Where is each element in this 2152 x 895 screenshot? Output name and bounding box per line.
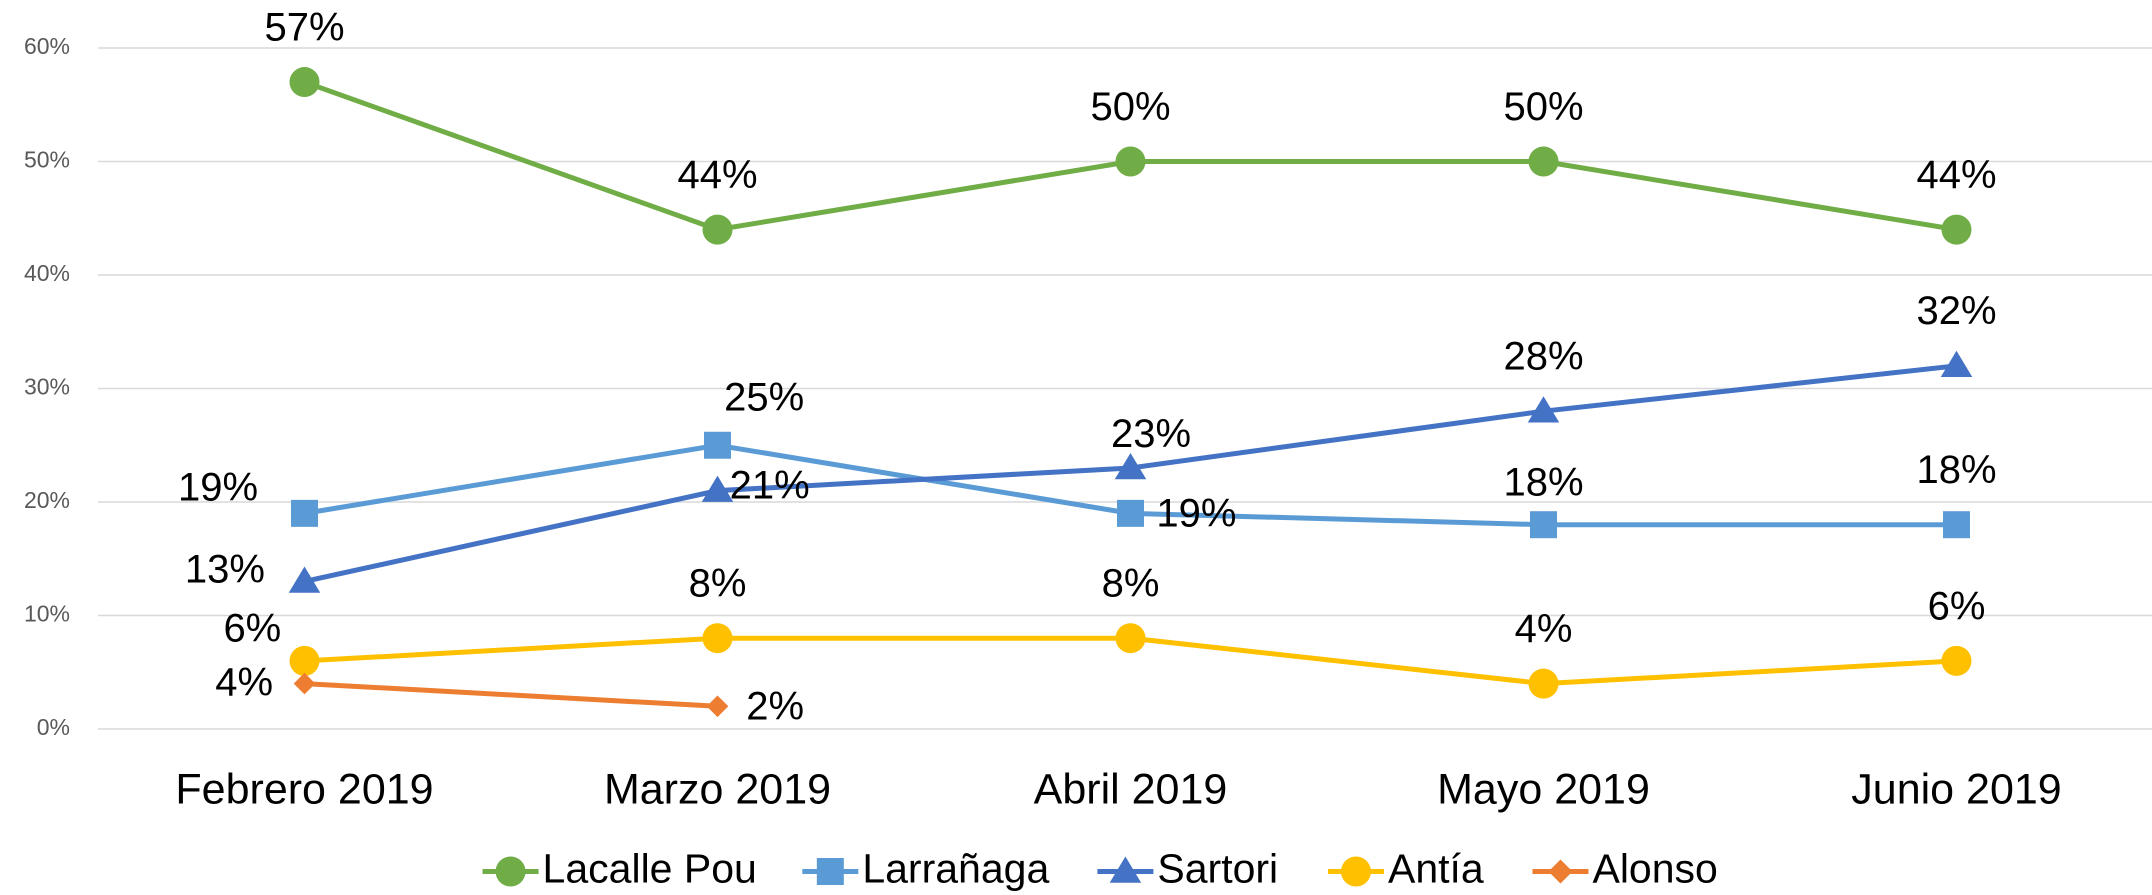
x-tick-label: Junio 2019 [1851, 765, 2061, 813]
y-tick-label: 0% [37, 714, 70, 740]
data-point [1115, 146, 1146, 177]
legend-label: Alonso [1592, 845, 1717, 891]
data-label: 44% [1916, 153, 1996, 197]
y-tick-label: 30% [24, 374, 70, 400]
data-point [1941, 645, 1972, 676]
data-label: 13% [185, 547, 265, 591]
y-tick-label: 60% [24, 33, 70, 59]
data-point [1528, 146, 1559, 177]
data-point [1530, 511, 1557, 539]
y-tick-label: 40% [24, 260, 70, 286]
legend-marker [1340, 856, 1371, 887]
data-label: 25% [724, 376, 804, 420]
x-tick-label: Mayo 2019 [1437, 765, 1650, 813]
data-point [706, 695, 729, 718]
data-point [1527, 396, 1560, 423]
data-point [702, 623, 733, 654]
y-tick-label: 50% [24, 147, 70, 173]
data-point [1117, 499, 1144, 527]
legend-label: Lacalle Pou [543, 845, 757, 891]
data-label: 44% [677, 153, 757, 197]
x-tick-label: Abril 2019 [1034, 765, 1228, 813]
data-label: 19% [178, 466, 258, 510]
data-label: 8% [1102, 562, 1160, 606]
data-point [1114, 452, 1147, 480]
data-label: 4% [1515, 607, 1573, 651]
legend-label: Larrañaga [862, 845, 1049, 891]
data-label: 21% [730, 463, 810, 507]
data-label: 18% [1916, 448, 1996, 492]
data-point [293, 672, 316, 695]
data-label: 57% [264, 5, 344, 49]
data-point [291, 499, 318, 527]
legend-marker [816, 858, 844, 886]
data-label: 4% [215, 661, 273, 705]
data-label: 23% [1111, 412, 1191, 456]
data-label: 18% [1503, 460, 1583, 504]
data-label: 50% [1090, 85, 1170, 129]
data-label: 28% [1503, 335, 1583, 379]
data-label: 19% [1156, 492, 1236, 536]
legend-marker [1109, 856, 1142, 883]
data-point [1941, 214, 1972, 245]
legend-label: Sartori [1157, 845, 1278, 891]
data-point [289, 645, 320, 676]
data-point [1528, 668, 1559, 699]
data-point [1115, 623, 1146, 654]
data-point [288, 566, 321, 593]
legend-label: Antía [1388, 845, 1484, 891]
data-point [289, 67, 320, 98]
legend-marker [495, 856, 526, 887]
data-label: 32% [1916, 289, 1996, 333]
data-label: 8% [689, 562, 747, 606]
y-tick-label: 20% [24, 487, 70, 513]
y-tick-label: 10% [24, 601, 70, 627]
x-tick-label: Marzo 2019 [604, 765, 831, 813]
data-label: 6% [1928, 584, 1986, 628]
data-point [704, 431, 731, 459]
data-point [702, 214, 733, 245]
data-label: 50% [1503, 85, 1583, 129]
series-line [304, 681, 718, 709]
legend-marker [1548, 859, 1573, 884]
data-label: 6% [223, 606, 281, 650]
data-point [701, 475, 734, 502]
data-point [1943, 511, 1970, 539]
x-tick-label: Febrero 2019 [175, 765, 433, 813]
data-label: 2% [746, 685, 804, 729]
data-point [1940, 350, 1973, 378]
